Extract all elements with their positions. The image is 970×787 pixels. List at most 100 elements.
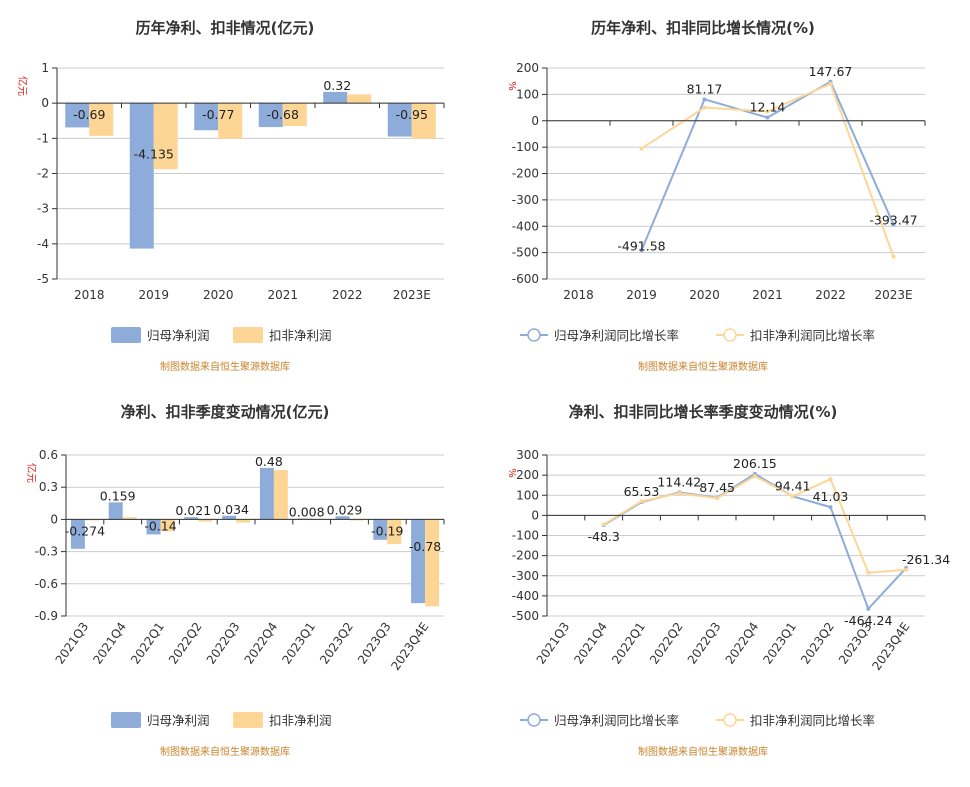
- legend-label: 归母净利润: [147, 328, 210, 343]
- chart-title: 历年净利、扣非同比增长情况(%): [591, 19, 815, 37]
- x-tick-label: 2021: [752, 288, 783, 302]
- point-deducted-profit-growth: [677, 491, 682, 496]
- y-tick-label: -600: [512, 272, 539, 286]
- bar-net-profit: [323, 91, 348, 104]
- y-tick-label: 200: [516, 468, 539, 482]
- y-tick-label: 200: [516, 61, 539, 75]
- point-deducted-profit-growth: [702, 105, 707, 110]
- source-note: 制图数据来自恒生聚源数据库: [638, 360, 768, 373]
- point-deducted-profit-growth: [765, 109, 770, 114]
- point-net-profit-growth: [639, 248, 644, 253]
- point-deducted-profit-growth: [601, 522, 606, 527]
- x-tick-label: 2018: [74, 288, 105, 302]
- chart-panel-4: 净利、扣非同比增长率季度变动情况(%) 300 200 100 0 -100 -200 -30…: [506, 403, 950, 758]
- legend-swatch-net-profit: [111, 327, 141, 343]
- x-tick-label: 2022Q3: [204, 620, 243, 667]
- x-tick-label: 2023Q1: [279, 620, 318, 667]
- data-label: 81.17: [687, 81, 723, 96]
- y-tick-label: 1: [41, 61, 49, 75]
- legend-label: 扣非净利润同比增长率: [750, 328, 875, 343]
- y-unit-label: %: [506, 81, 517, 91]
- x-tick-label: 2019: [138, 288, 169, 302]
- data-label: -0.69: [73, 107, 105, 122]
- point-net-profit-growth: [828, 505, 833, 510]
- data-label: 87.45: [699, 480, 735, 495]
- y-tick-label: 0: [50, 512, 58, 526]
- legend-label: 归母净利润同比增长率: [554, 713, 679, 728]
- data-label: 114.42: [657, 474, 701, 489]
- bar-net-profit: [65, 103, 90, 128]
- bar-deducted-profit: [218, 103, 243, 139]
- y-tick-label: -300: [512, 193, 539, 207]
- legend-marker-deducted-profit-growth: [723, 713, 737, 727]
- bar-deducted-profit: [387, 519, 402, 545]
- data-label: -0.68: [267, 107, 299, 122]
- point-net-profit-growth: [702, 97, 707, 102]
- chart-panel-1: 历年净利、扣非情况(亿元) 1 0 -1 -2 -3 -4 -5 亿元 2018 2019 2020 2…: [16, 19, 445, 373]
- bar-net-profit: [108, 502, 123, 520]
- legend-swatch-net-profit: [111, 712, 141, 728]
- y-tick-label: 0: [531, 114, 539, 128]
- x-tick-label: 2022Q1: [128, 620, 167, 667]
- bar-deducted-profit: [347, 94, 372, 104]
- bar-deducted-profit: [89, 103, 114, 136]
- data-label: 12.14: [750, 100, 786, 115]
- x-tick-label: 2023Q1: [760, 620, 799, 667]
- x-tick-label: 2022Q4: [242, 620, 281, 667]
- y-tick-label: -3: [37, 202, 49, 216]
- data-label: -0.14: [144, 518, 176, 533]
- x-tick-label: 2018: [563, 288, 594, 302]
- bar-net-profit: [258, 103, 283, 128]
- legend-marker-deducted-profit-growth: [723, 328, 737, 342]
- y-tick-label: -500: [512, 609, 539, 623]
- y-tick-label: -400: [512, 589, 539, 603]
- point-deducted-profit-growth: [866, 570, 871, 575]
- y-tick-label: -100: [512, 140, 539, 154]
- data-label: 0.159: [100, 488, 136, 503]
- point-deducted-profit-growth: [639, 499, 644, 504]
- data-label: -261.34: [902, 552, 950, 567]
- x-tick-label: 2021Q4: [571, 620, 610, 667]
- data-label: -48.3: [588, 529, 620, 544]
- x-tick-label: 2020: [203, 288, 234, 302]
- x-tick-label: 2022: [332, 288, 363, 302]
- y-tick-label: -100: [512, 529, 539, 543]
- data-label: -0.274: [65, 523, 105, 538]
- x-tick-label: 2022Q3: [685, 620, 724, 667]
- y-tick-label: -200: [512, 549, 539, 563]
- data-label: 41.03: [813, 489, 849, 504]
- x-tick-label: 2023Q4E: [388, 620, 431, 673]
- y-tick-label: -0.3: [35, 545, 58, 559]
- point-net-profit-growth: [866, 606, 871, 611]
- legend-marker-net-profit-growth: [527, 713, 541, 727]
- x-tick-label: 2023E: [874, 288, 912, 302]
- bar-deducted-profit: [273, 470, 288, 520]
- data-label: -4.135: [134, 146, 174, 161]
- bar-deducted-profit: [198, 519, 213, 522]
- x-tick-label: 2022Q1: [609, 620, 648, 667]
- data-label: -0.19: [371, 523, 403, 538]
- data-label: 147.67: [809, 64, 853, 79]
- y-unit-label: 亿元: [16, 76, 29, 96]
- bar-net-profit: [335, 516, 350, 520]
- x-tick-label: 2022Q2: [647, 620, 686, 667]
- y-tick-label: -0.9: [35, 609, 58, 623]
- y-tick-label: 300: [516, 448, 539, 462]
- y-tick-label: -200: [512, 167, 539, 181]
- data-label: -464.24: [844, 613, 892, 628]
- y-tick-label: -5: [37, 272, 49, 286]
- y-tick-label: -2: [37, 167, 49, 181]
- data-label: -491.58: [617, 238, 665, 253]
- bar-deducted-profit: [160, 519, 175, 532]
- bar-net-profit: [146, 519, 161, 535]
- bar-deducted-profit: [122, 517, 137, 520]
- y-unit-label: %: [506, 468, 517, 478]
- bar-net-profit: [373, 519, 388, 540]
- chart-title: 净利、扣非同比增长率季度变动情况(%): [569, 403, 838, 421]
- y-tick-label: -500: [512, 246, 539, 260]
- bar-deducted-profit: [411, 103, 436, 139]
- data-label: 0.32: [323, 78, 351, 93]
- data-label: 0.48: [255, 454, 283, 469]
- bar-net-profit: [387, 103, 412, 137]
- data-label: 206.15: [733, 456, 777, 471]
